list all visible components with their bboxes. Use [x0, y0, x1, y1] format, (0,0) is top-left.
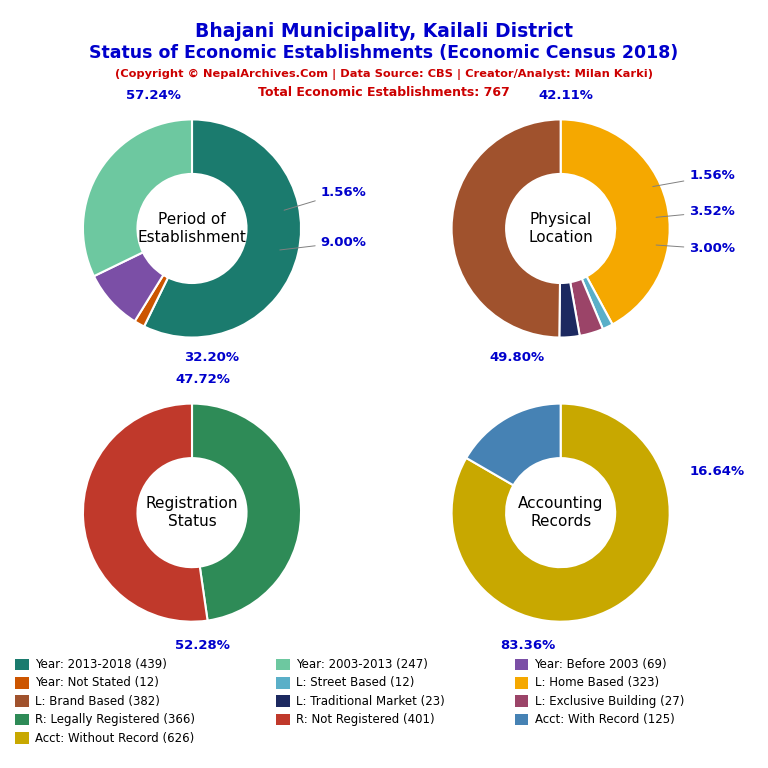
Text: Year: 2003-2013 (247): Year: 2003-2013 (247): [296, 658, 429, 670]
Wedge shape: [134, 275, 168, 326]
Text: Registration
Status: Registration Status: [146, 496, 238, 529]
Text: 9.00%: 9.00%: [280, 236, 366, 250]
Wedge shape: [83, 404, 207, 621]
Text: 83.36%: 83.36%: [500, 639, 555, 652]
Text: L: Traditional Market (23): L: Traditional Market (23): [296, 695, 445, 707]
Wedge shape: [94, 253, 164, 321]
Wedge shape: [581, 276, 613, 329]
Text: L: Home Based (323): L: Home Based (323): [535, 677, 659, 689]
Text: 3.00%: 3.00%: [656, 243, 735, 256]
Text: R: Legally Registered (366): R: Legally Registered (366): [35, 713, 195, 726]
Text: 16.64%: 16.64%: [690, 465, 744, 478]
Text: Accounting
Records: Accounting Records: [518, 496, 604, 529]
Text: Year: Before 2003 (69): Year: Before 2003 (69): [535, 658, 667, 670]
Text: Period of
Establishment: Period of Establishment: [137, 212, 247, 245]
Text: Bhajani Municipality, Kailali District: Bhajani Municipality, Kailali District: [195, 22, 573, 41]
Text: 1.56%: 1.56%: [653, 170, 735, 187]
Wedge shape: [570, 279, 603, 336]
Text: 42.11%: 42.11%: [538, 89, 594, 102]
Wedge shape: [559, 282, 580, 338]
Text: (Copyright © NepalArchives.Com | Data Source: CBS | Creator/Analyst: Milan Karki: (Copyright © NepalArchives.Com | Data So…: [115, 69, 653, 80]
Text: Status of Economic Establishments (Economic Census 2018): Status of Economic Establishments (Econo…: [89, 44, 679, 61]
Wedge shape: [561, 119, 670, 324]
Text: R: Not Registered (401): R: Not Registered (401): [296, 713, 435, 726]
Wedge shape: [452, 404, 670, 621]
Wedge shape: [466, 404, 561, 485]
Text: L: Street Based (12): L: Street Based (12): [296, 677, 415, 689]
Text: L: Brand Based (382): L: Brand Based (382): [35, 695, 161, 707]
Text: Physical
Location: Physical Location: [528, 212, 593, 245]
Text: Year: 2013-2018 (439): Year: 2013-2018 (439): [35, 658, 167, 670]
Text: 32.20%: 32.20%: [184, 351, 239, 364]
Wedge shape: [144, 119, 301, 338]
Text: 49.80%: 49.80%: [489, 351, 545, 364]
Text: Acct: With Record (125): Acct: With Record (125): [535, 713, 674, 726]
Text: 57.24%: 57.24%: [127, 89, 181, 102]
Wedge shape: [192, 404, 301, 621]
Text: 47.72%: 47.72%: [175, 373, 230, 386]
Wedge shape: [83, 119, 192, 276]
Wedge shape: [452, 119, 561, 337]
Text: 1.56%: 1.56%: [284, 186, 366, 210]
Text: Acct: Without Record (626): Acct: Without Record (626): [35, 732, 194, 744]
Text: 52.28%: 52.28%: [175, 639, 230, 652]
Text: 3.52%: 3.52%: [656, 205, 735, 218]
Text: Total Economic Establishments: 767: Total Economic Establishments: 767: [258, 86, 510, 99]
Text: L: Exclusive Building (27): L: Exclusive Building (27): [535, 695, 684, 707]
Text: Year: Not Stated (12): Year: Not Stated (12): [35, 677, 159, 689]
